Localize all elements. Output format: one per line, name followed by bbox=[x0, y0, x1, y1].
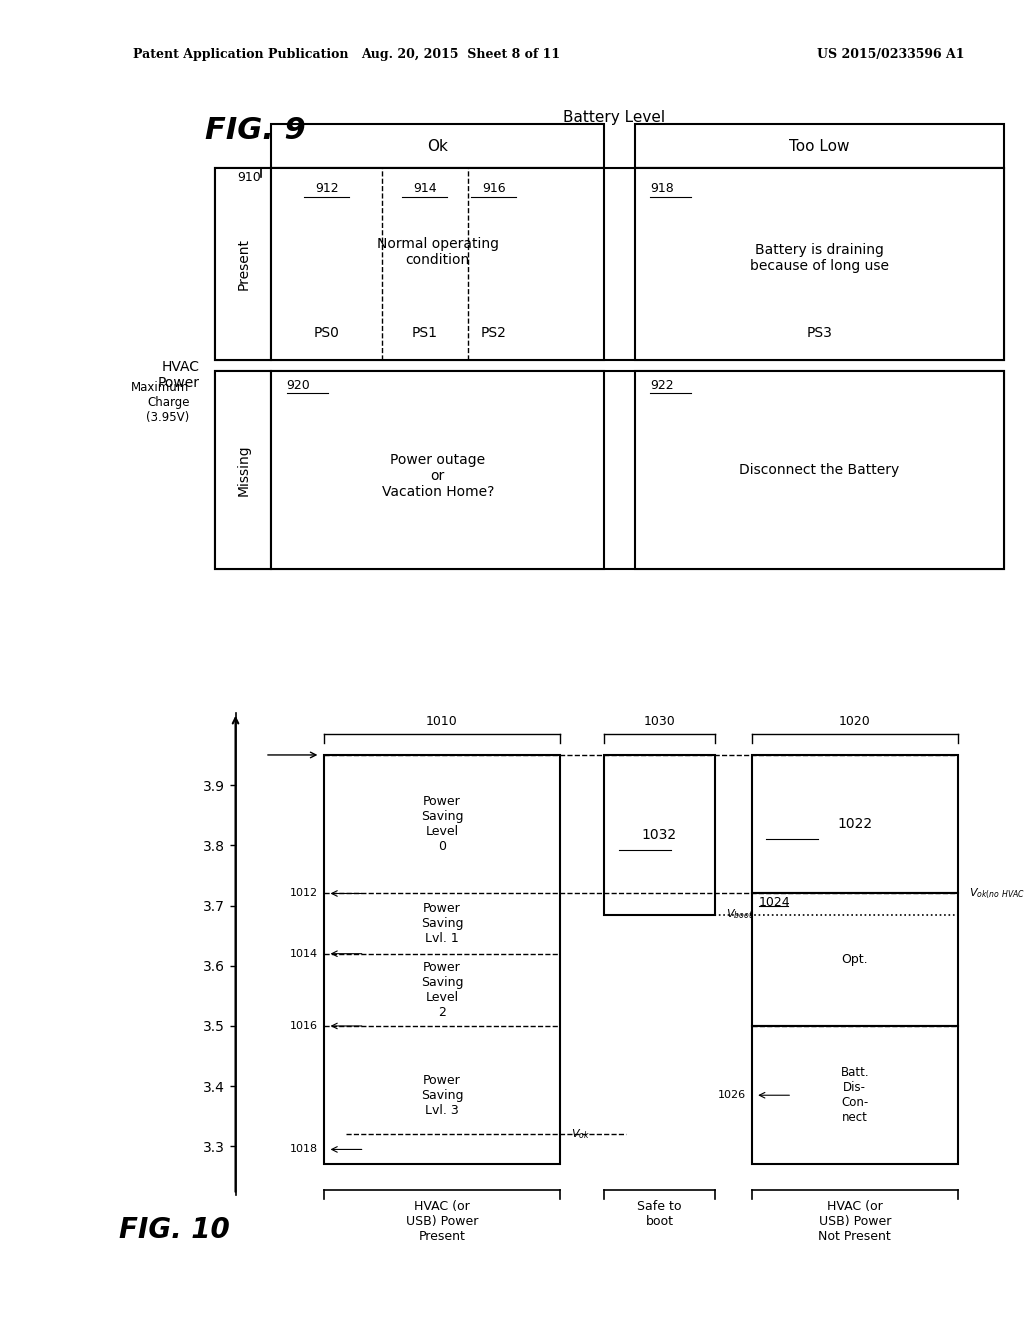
Text: $V_{ok(no\ HVAC)}$: $V_{ok(no\ HVAC)}$ bbox=[969, 886, 1024, 900]
Text: US 2015/0233596 A1: US 2015/0233596 A1 bbox=[817, 48, 965, 61]
Text: 1026: 1026 bbox=[718, 1090, 745, 1101]
Bar bbox=[635, 124, 1004, 168]
Bar bbox=[635, 168, 1004, 359]
Text: Power
Saving
Lvl. 1: Power Saving Lvl. 1 bbox=[421, 902, 463, 945]
Text: 922: 922 bbox=[650, 379, 674, 392]
Text: 912: 912 bbox=[314, 182, 339, 195]
Text: Present: Present bbox=[237, 238, 250, 289]
Text: 1014: 1014 bbox=[290, 949, 318, 958]
Bar bbox=[215, 168, 271, 359]
Text: Maximum
Charge
(3.95V): Maximum Charge (3.95V) bbox=[131, 381, 189, 424]
Text: 910: 910 bbox=[238, 170, 261, 183]
Text: Power outage
or
Vacation Home?: Power outage or Vacation Home? bbox=[382, 453, 494, 499]
Text: 1012: 1012 bbox=[290, 888, 318, 899]
Bar bbox=[271, 168, 604, 359]
Text: PS0: PS0 bbox=[313, 326, 340, 341]
Text: 1016: 1016 bbox=[290, 1020, 318, 1031]
Text: Power
Saving
Level
0: Power Saving Level 0 bbox=[421, 795, 463, 853]
Bar bbox=[215, 371, 1004, 569]
Text: Battery Level: Battery Level bbox=[563, 110, 666, 125]
Text: Too Low: Too Low bbox=[788, 139, 850, 153]
Text: HVAC
Power: HVAC Power bbox=[158, 359, 200, 389]
Text: Power
Saving
Lvl. 3: Power Saving Lvl. 3 bbox=[421, 1073, 463, 1117]
Text: 920: 920 bbox=[287, 379, 310, 392]
Text: 1030: 1030 bbox=[643, 715, 676, 727]
Bar bbox=[215, 371, 271, 569]
Text: 918: 918 bbox=[650, 182, 674, 195]
Text: Disconnect the Battery: Disconnect the Battery bbox=[739, 463, 899, 477]
Text: $V_{ok}$: $V_{ok}$ bbox=[571, 1127, 590, 1142]
Text: 1010: 1010 bbox=[426, 715, 458, 727]
Text: 1022: 1022 bbox=[838, 817, 872, 832]
Text: FIG. 10: FIG. 10 bbox=[119, 1216, 229, 1245]
Text: Battery is draining
because of long use: Battery is draining because of long use bbox=[750, 243, 889, 273]
Text: Patent Application Publication: Patent Application Publication bbox=[133, 48, 348, 61]
Text: Aug. 20, 2015  Sheet 8 of 11: Aug. 20, 2015 Sheet 8 of 11 bbox=[361, 48, 560, 61]
Text: Missing: Missing bbox=[237, 444, 250, 496]
Text: Batt.
Dis-
Con-
nect: Batt. Dis- Con- nect bbox=[841, 1067, 869, 1125]
Text: 1020: 1020 bbox=[839, 715, 870, 727]
Text: HVAC (or
USB) Power
Not Present: HVAC (or USB) Power Not Present bbox=[818, 1200, 891, 1243]
Bar bbox=[215, 168, 1004, 359]
Text: Normal operating
condition: Normal operating condition bbox=[377, 238, 499, 267]
Bar bbox=[752, 755, 958, 894]
Text: 916: 916 bbox=[481, 182, 506, 195]
Text: 1018: 1018 bbox=[290, 1144, 318, 1155]
Bar bbox=[604, 755, 715, 915]
Bar bbox=[635, 371, 1004, 569]
Bar bbox=[752, 1026, 958, 1164]
Text: $V_{boot}$: $V_{boot}$ bbox=[726, 908, 754, 921]
Text: HVAC (or
USB) Power
Present: HVAC (or USB) Power Present bbox=[406, 1200, 478, 1243]
Text: 1024: 1024 bbox=[759, 896, 791, 909]
Text: PS3: PS3 bbox=[806, 326, 833, 341]
Text: Ok: Ok bbox=[427, 139, 449, 153]
Text: PS1: PS1 bbox=[412, 326, 438, 341]
Bar bbox=[271, 371, 604, 569]
Text: PS2: PS2 bbox=[480, 326, 507, 341]
Text: Power
Saving
Level
2: Power Saving Level 2 bbox=[421, 961, 463, 1019]
Text: 914: 914 bbox=[413, 182, 437, 195]
Text: Opt.: Opt. bbox=[842, 953, 868, 966]
Text: FIG. 9: FIG. 9 bbox=[205, 116, 305, 145]
Text: 1032: 1032 bbox=[642, 828, 677, 842]
Bar bbox=[324, 755, 560, 1164]
Bar bbox=[271, 124, 604, 168]
Bar bbox=[752, 894, 958, 1026]
Text: Safe to
boot: Safe to boot bbox=[637, 1200, 682, 1228]
